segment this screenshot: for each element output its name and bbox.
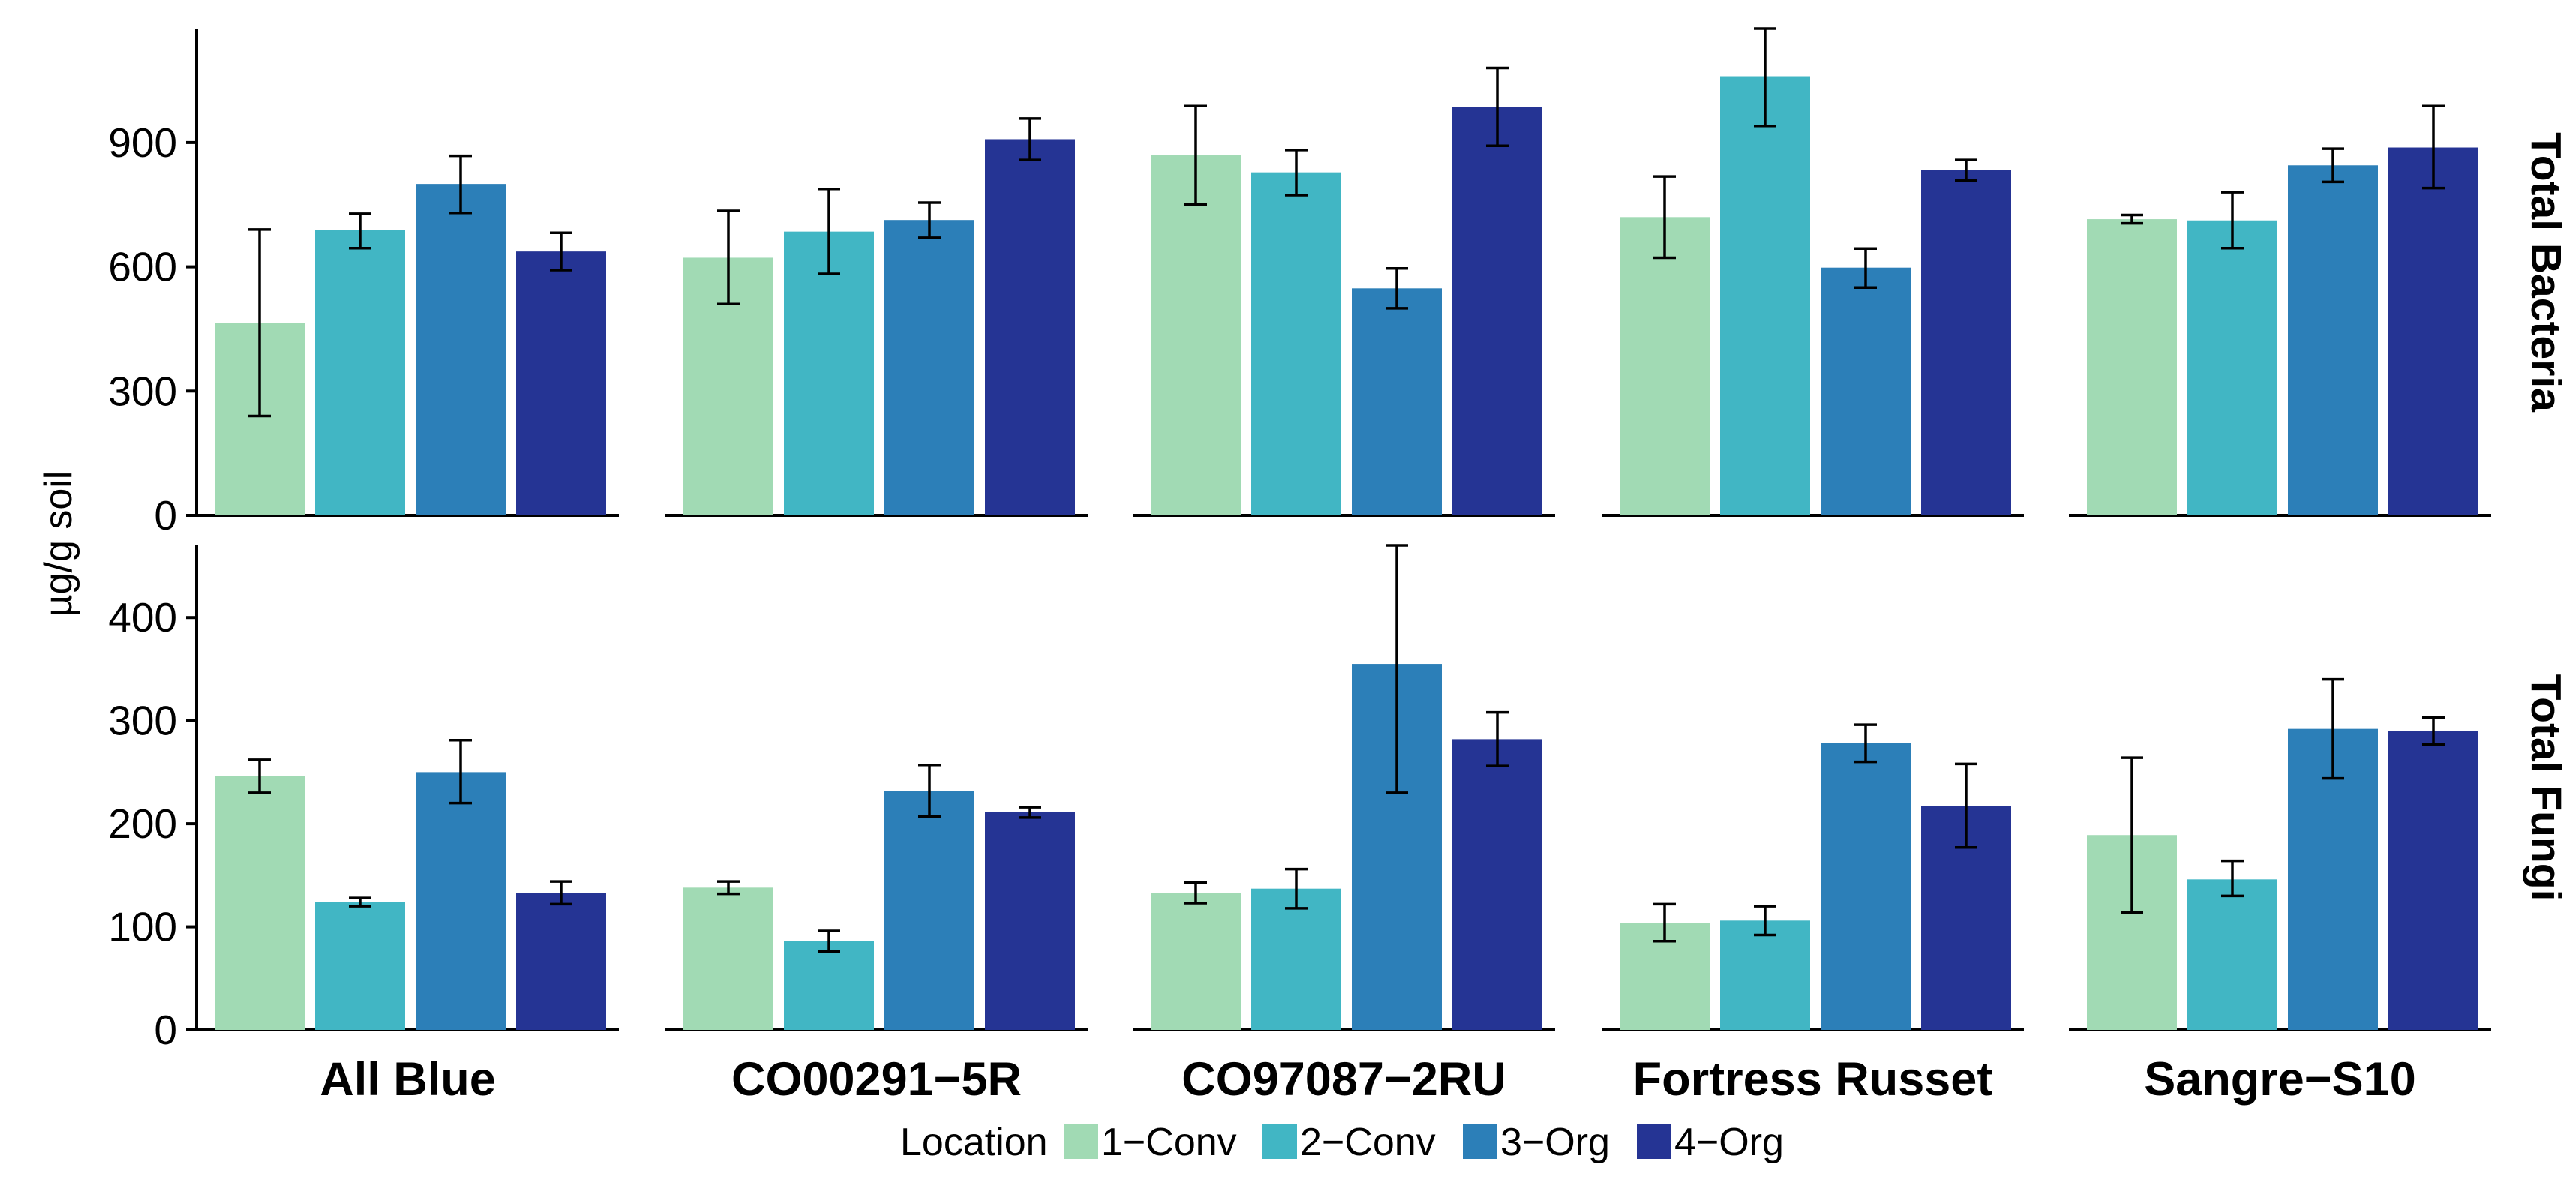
bar-bacteria-1-4 [516, 251, 606, 515]
bar-bacteria-2-4 [985, 139, 1075, 515]
legend-swatch [1262, 1124, 1297, 1159]
y-tick-label: 300 [108, 698, 177, 744]
y-tick-label: 0 [154, 492, 177, 539]
bar-fungi-1-4 [516, 893, 606, 1030]
bar-fungi-2-2 [784, 941, 874, 1030]
legend-entry: 3−Org [1500, 1121, 1610, 1164]
bar-bacteria-3-4 [1452, 107, 1542, 515]
bar-bacteria-4-4 [1921, 170, 2011, 515]
y-tick-label: 900 [108, 119, 177, 166]
bar-bacteria-5-3 [2288, 165, 2378, 515]
category-label: CO97087−2RU [1181, 1053, 1506, 1106]
bar-fungi-3-4 [1452, 739, 1542, 1030]
bar-fungi-3-1 [1151, 893, 1241, 1030]
y-tick-label: 400 [108, 594, 177, 641]
y-axis-title: µg/g soil [37, 471, 80, 617]
y-tick-label: 300 [108, 368, 177, 414]
y-tick-label: 0 [154, 1007, 177, 1053]
y-tick-label: 600 [108, 244, 177, 290]
bar-fungi-4-3 [1821, 743, 1911, 1030]
legend-entry: 2−Conv [1300, 1121, 1436, 1164]
legend-entry: 4−Org [1674, 1121, 1784, 1164]
bar-fungi-2-1 [683, 887, 773, 1030]
y-tick-label: 100 [108, 904, 177, 950]
bar-fungi-1-1 [215, 776, 305, 1030]
bar-fungi-5-2 [2187, 879, 2277, 1030]
bar-bacteria-4-2 [1720, 76, 1810, 515]
bar-fungi-4-2 [1720, 920, 1810, 1030]
bar-bacteria-3-1 [1151, 155, 1241, 515]
facet-row-label: Total Fungi [2522, 674, 2570, 902]
bar-bacteria-3-2 [1251, 172, 1341, 516]
y-tick-label: 200 [108, 800, 177, 847]
bar-bacteria-2-3 [884, 220, 974, 515]
facet-row-label: Total Bacteria [2522, 132, 2570, 413]
bar-bacteria-5-4 [2388, 147, 2478, 515]
bar-bacteria-4-1 [1620, 217, 1710, 515]
bar-fungi-1-3 [416, 772, 506, 1030]
legend-swatch [1463, 1124, 1497, 1159]
legend-title: Location [900, 1121, 1048, 1164]
category-label: All Blue [320, 1053, 496, 1106]
bar-bacteria-1-2 [315, 230, 405, 515]
category-label: Sangre−S10 [2144, 1053, 2415, 1106]
category-label: CO00291−5R [731, 1053, 1022, 1106]
bar-fungi-2-3 [884, 791, 974, 1030]
category-label: Fortress Russet [1633, 1053, 1993, 1106]
bar-fungi-5-4 [2388, 731, 2478, 1030]
bar-bacteria-3-3 [1352, 288, 1442, 515]
bar-fungi-2-4 [985, 812, 1075, 1030]
bar-fungi-1-2 [315, 902, 405, 1030]
bar-bacteria-1-3 [416, 184, 506, 515]
legend-swatch [1064, 1124, 1098, 1159]
bar-bacteria-5-1 [2087, 219, 2177, 515]
legend-entry: 1−Conv [1101, 1121, 1237, 1164]
bar-bacteria-4-3 [1821, 267, 1911, 515]
legend-swatch [1637, 1124, 1671, 1159]
bar-bacteria-2-2 [784, 231, 874, 515]
bar-bacteria-5-2 [2187, 220, 2277, 515]
bar-fungi-3-2 [1251, 888, 1341, 1030]
